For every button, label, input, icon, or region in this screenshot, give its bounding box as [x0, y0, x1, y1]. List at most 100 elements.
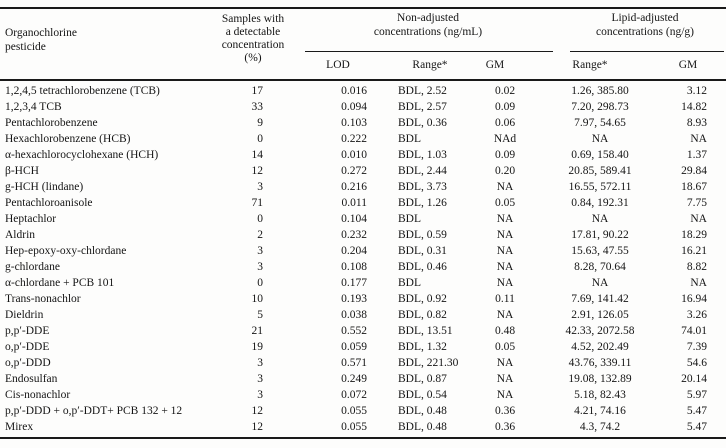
- cell-pesticide-name: g-chlordane: [5, 261, 60, 273]
- table-row: Heptachlor 0 0.104 BDL NA NA NA: [0, 211, 726, 227]
- cell-pesticide-name: Aldrin: [5, 229, 36, 241]
- cell-gm-lipid: 7.75: [686, 197, 707, 209]
- table-row: Aldrin 2 0.232 BDL, 0.59 NA 17.81, 90.22…: [0, 227, 726, 243]
- subheader-gm-nonadjusted: GM: [485, 59, 505, 71]
- cell-gm-nonadjusted: NA: [496, 261, 514, 273]
- cell-range-lipid: NA: [591, 133, 609, 145]
- cell-range-lipid: 8.28, 70.64: [574, 261, 626, 273]
- subheader-range-lipid: Range*: [572, 59, 608, 71]
- cell-gm-nonadjusted: 0.05: [494, 341, 516, 353]
- cell-gm-lipid: 3.26: [686, 309, 707, 321]
- cell-pesticide-name: Pentachlorobenzene: [5, 117, 98, 129]
- cell-gm-nonadjusted: NA: [496, 373, 514, 385]
- cell-lod: 0.193: [341, 293, 367, 305]
- cell-range-lipid: 19.08, 132.89: [568, 373, 632, 385]
- cell-gm-lipid: 18.67: [681, 181, 707, 193]
- cell-gm-nonadjusted: 0.02: [494, 85, 516, 97]
- cell-lod: 0.059: [341, 341, 367, 353]
- cell-pesticide-name: Mirex: [5, 421, 34, 433]
- table-bottom-rule: [0, 437, 726, 439]
- table-row: g-HCH (lindane) 3 0.216 BDL, 3.73 NA 16.…: [0, 179, 726, 195]
- cell-gm-lipid: 5.47: [686, 421, 707, 433]
- cell-lod: 0.094: [341, 101, 367, 113]
- cell-gm-nonadjusted: NA: [496, 357, 514, 369]
- cell-samples-pct: 17: [251, 85, 264, 97]
- table-row: α-chlordane + PCB 101 0 0.177 BDL NA NA …: [0, 275, 726, 291]
- cell-range-lipid: 2.91, 126.05: [571, 309, 629, 321]
- cell-samples-pct: 21: [251, 325, 264, 337]
- table-row: o,p′-DDE 19 0.059 BDL, 1.32 0.05 4.52, 2…: [0, 339, 726, 355]
- cell-range-nonadjusted: BDL: [398, 133, 421, 145]
- cell-range-lipid: 4.3, 74.2: [579, 421, 621, 433]
- cell-samples-pct: 3: [257, 389, 263, 401]
- cell-pesticide-name: β-HCH: [5, 165, 39, 177]
- cell-samples-pct: 0: [257, 277, 263, 289]
- header-samples-detectable-pct: Samples with a detectable concentration …: [193, 13, 313, 65]
- cell-pesticide-name: Dieldrin: [5, 309, 44, 321]
- cell-samples-pct: 12: [251, 165, 264, 177]
- cell-gm-lipid: 5.47: [686, 405, 707, 417]
- cell-gm-lipid: 16.21: [681, 245, 707, 257]
- cell-gm-lipid: 18.29: [681, 229, 707, 241]
- cell-range-lipid: 7.69, 141.42: [571, 293, 629, 305]
- cell-lod: 0.055: [341, 421, 367, 433]
- header-line: Organochlorine: [5, 27, 77, 39]
- cell-lod: 0.216: [341, 181, 367, 193]
- cell-pesticide-name: Hexachlorobenzene (HCB): [5, 133, 131, 145]
- table-row: p,p′-DDD + o,p′-DDT+ PCB 132 + 12 12 0.0…: [0, 403, 726, 419]
- cell-gm-nonadjusted: 0.09: [494, 101, 516, 113]
- cell-range-nonadjusted: BDL, 2.44: [398, 165, 447, 177]
- cell-range-lipid: 7.20, 298.73: [571, 101, 629, 113]
- cell-samples-pct: 0: [257, 213, 263, 225]
- table-row: 1,2,3,4 TCB 33 0.094 BDL, 2.57 0.09 7.20…: [0, 99, 726, 115]
- subheader-range-nonadjusted: Range*: [412, 59, 448, 71]
- cell-gm-nonadjusted: 0.36: [494, 405, 516, 417]
- cell-gm-nonadjusted: 0.09: [494, 149, 516, 161]
- cell-gm-lipid: 16.94: [681, 293, 707, 305]
- cell-samples-pct: 71: [251, 197, 264, 209]
- cell-gm-lipid: NA: [690, 277, 707, 289]
- cell-range-lipid: 7.97, 54.65: [574, 117, 626, 129]
- table-row: Endosulfan 3 0.249 BDL, 0.87 NA 19.08, 1…: [0, 371, 726, 387]
- cell-gm-lipid: 54.6: [686, 357, 707, 369]
- cell-samples-pct: 9: [257, 117, 263, 129]
- cell-gm-nonadjusted: NAd: [493, 133, 517, 145]
- cell-pesticide-name: 1,2,3,4 TCB: [5, 101, 62, 113]
- cell-gm-nonadjusted: 0.36: [494, 421, 516, 433]
- cell-range-lipid: NA: [591, 277, 609, 289]
- cell-range-nonadjusted: BDL, 2.57: [398, 101, 447, 113]
- cell-samples-pct: 3: [257, 181, 263, 193]
- cell-gm-nonadjusted: NA: [496, 245, 514, 257]
- cell-range-nonadjusted: BDL, 0.31: [398, 245, 447, 257]
- cell-range-nonadjusted: BDL, 1.26: [398, 197, 447, 209]
- header-line: Samples with: [221, 13, 285, 25]
- cell-gm-lipid: NA: [690, 133, 707, 145]
- table-row: Pentachloroanisole 71 0.011 BDL, 1.26 0.…: [0, 195, 726, 211]
- cell-samples-pct: 0: [257, 133, 263, 145]
- cell-gm-lipid: 8.93: [686, 117, 707, 129]
- cell-samples-pct: 12: [251, 421, 264, 433]
- cell-pesticide-name: o,p′-DDD: [5, 357, 51, 369]
- cell-range-lipid: 17.81, 90.22: [571, 229, 629, 241]
- table-row: o,p′-DDD 3 0.571 BDL, 221.30 NA 43.76, 3…: [0, 355, 726, 371]
- cell-lod: 0.055: [341, 405, 367, 417]
- cell-gm-lipid: 3.12: [686, 85, 707, 97]
- cell-gm-nonadjusted: NA: [496, 277, 514, 289]
- cell-range-nonadjusted: BDL, 0.54: [398, 389, 447, 401]
- header-line: concentrations (ng/mL): [373, 25, 483, 38]
- cell-samples-pct: 5: [257, 309, 263, 321]
- cell-range-nonadjusted: BDL, 0.48: [398, 421, 447, 433]
- cell-gm-lipid: 14.82: [681, 101, 707, 113]
- cell-range-lipid: NA: [591, 213, 609, 225]
- cell-gm-nonadjusted: 0.06: [494, 117, 516, 129]
- header-line: Non-adjusted: [397, 12, 459, 24]
- cell-range-lipid: 5.18, 82.43: [574, 389, 626, 401]
- non-adjusted-spanner-rule: [305, 51, 553, 52]
- cell-lod: 0.016: [341, 85, 367, 97]
- cell-gm-nonadjusted: NA: [496, 181, 514, 193]
- cell-range-nonadjusted: BDL, 1.03: [398, 149, 447, 161]
- cell-lod: 0.104: [341, 213, 367, 225]
- cell-lod: 0.249: [341, 373, 367, 385]
- subheader-lod: LOD: [326, 59, 350, 71]
- cell-gm-lipid: 20.14: [681, 373, 707, 385]
